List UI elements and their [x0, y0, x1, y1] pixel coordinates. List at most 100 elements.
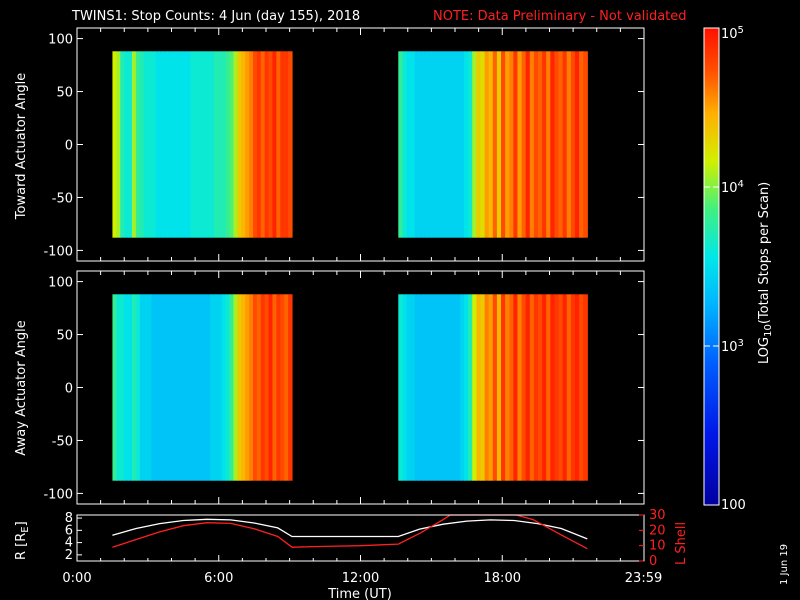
- toward-cell: [237, 51, 242, 238]
- away-cell: [124, 294, 129, 481]
- toward-cell: [112, 51, 117, 238]
- toward-cell: [554, 51, 560, 238]
- toward-cell: [435, 51, 440, 238]
- toward-cell: [488, 51, 494, 238]
- colorbar-tick-label: 105: [721, 25, 744, 42]
- away-cell: [264, 294, 270, 481]
- orbit-y2tick-label: 0: [649, 554, 657, 569]
- toward-cell: [496, 51, 502, 238]
- away-cell: [202, 294, 207, 481]
- toward-cell: [480, 51, 486, 238]
- colorbar-frame: [703, 27, 720, 506]
- away-ytick-label: -100: [43, 487, 73, 502]
- toward-cell: [139, 51, 145, 238]
- toward-cell: [120, 51, 125, 238]
- toward-cell: [131, 51, 137, 238]
- away-cell: [225, 294, 231, 481]
- away-cell: [492, 294, 498, 481]
- away-cell: [525, 294, 531, 481]
- away-cell: [210, 294, 215, 481]
- toward-cell: [542, 51, 547, 238]
- away-cell: [554, 294, 560, 481]
- away-cell: [517, 294, 523, 481]
- toward-cell: [186, 51, 192, 238]
- toward-cell: [174, 51, 180, 238]
- toward-cell: [116, 51, 121, 238]
- toward-cell: [468, 51, 473, 238]
- away-cell: [443, 294, 449, 481]
- orbit-y2label: L Shell: [674, 522, 689, 565]
- toward-cell: [484, 51, 490, 238]
- toward-cell: [151, 51, 156, 238]
- colorbar-tick-label: 103: [721, 338, 744, 355]
- toward-cell: [550, 51, 556, 238]
- away-cell: [566, 294, 572, 481]
- away-ytick-label: 50: [56, 329, 73, 344]
- away-cell: [186, 294, 192, 481]
- toward-cell: [570, 51, 576, 238]
- away-cell: [562, 294, 568, 481]
- chart-note: NOTE: Data Preliminary - Not validated: [433, 9, 687, 24]
- toward-cell: [182, 51, 188, 238]
- toward-cell: [439, 51, 445, 238]
- toward-cell: [128, 51, 133, 238]
- away-cell: [542, 294, 547, 481]
- toward-cell: [241, 51, 246, 238]
- toward-cell: [410, 51, 416, 238]
- toward-cell: [135, 51, 141, 238]
- away-ylabel: Away Actuator Angle: [14, 320, 29, 455]
- away-cell: [221, 294, 227, 481]
- orbit-ylabel: R [RE]: [14, 521, 31, 560]
- x-tick-label: 6:00: [204, 571, 233, 586]
- toward-cell: [229, 51, 235, 238]
- toward-cell: [579, 51, 584, 238]
- toward-cell: [525, 51, 531, 238]
- away-ytick-label: -50: [52, 434, 73, 449]
- away-cell: [276, 294, 281, 481]
- colorbar-tick-label: 100: [721, 498, 746, 513]
- away-cell: [190, 294, 195, 481]
- toward-cell: [213, 51, 219, 238]
- away-cell: [529, 294, 535, 481]
- toward-cell: [233, 51, 238, 238]
- toward-cell: [521, 51, 527, 238]
- x-tick-label: 0:00: [62, 571, 91, 586]
- toward-ytick-label: 50: [56, 86, 73, 101]
- away-cell: [459, 294, 465, 481]
- orbit-ytick-label: 2: [65, 548, 73, 563]
- away-cell: [198, 294, 203, 481]
- toward-cell: [533, 51, 539, 238]
- away-cell: [447, 294, 453, 481]
- orbit-y2tick-label: 10: [649, 539, 666, 554]
- away-cell: [217, 294, 223, 481]
- toward-cell: [268, 51, 274, 238]
- toward-cell: [459, 51, 465, 238]
- away-cell: [272, 294, 277, 481]
- away-cell: [260, 294, 266, 481]
- toward-cell: [455, 51, 461, 238]
- away-cell: [245, 294, 250, 481]
- away-cell: [422, 294, 428, 481]
- toward-cell: [505, 51, 510, 238]
- toward-cell: [406, 51, 412, 238]
- orbit-ytick-label: 4: [65, 536, 73, 551]
- x-tick-label: 18:00: [484, 571, 521, 586]
- toward-cell: [147, 51, 153, 238]
- side-stamp: 1 Jun 19: [779, 544, 790, 585]
- toward-cell: [155, 51, 160, 238]
- away-cell: [406, 294, 412, 481]
- away-cell: [402, 294, 408, 481]
- away-cell: [116, 294, 121, 481]
- toward-cell: [476, 51, 482, 238]
- away-cell: [550, 294, 556, 481]
- away-cell: [284, 294, 289, 481]
- orbit-lines: [112, 514, 588, 550]
- away-cell: [455, 294, 461, 481]
- chart-title: TWINS1: Stop Counts: 4 Jun (day 155), 20…: [71, 9, 360, 24]
- toward-cell: [249, 51, 254, 238]
- away-cell: [213, 294, 219, 481]
- away-cell: [174, 294, 180, 481]
- away-cell: [131, 294, 137, 481]
- orbit-frame: [76, 514, 645, 562]
